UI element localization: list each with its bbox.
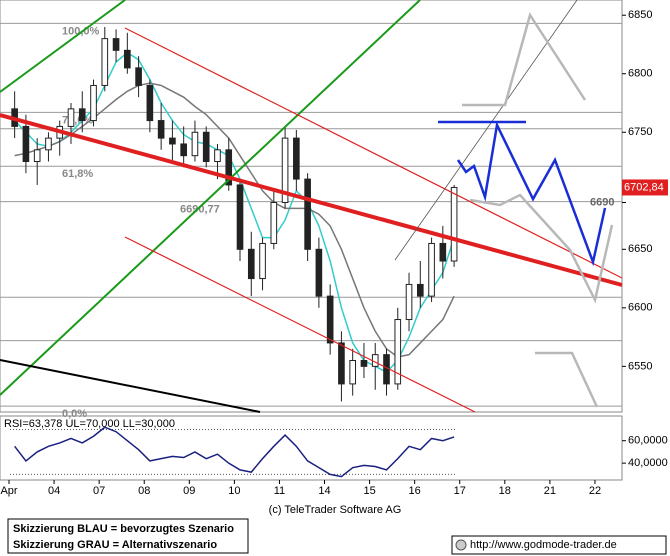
y-tick-label: 6600 [628,302,652,314]
x-tick-label: 16 [409,485,421,497]
candle-body [428,242,435,297]
candle-body [112,38,120,51]
y-tick-label: 6800 [628,68,652,80]
candle-body [22,125,30,163]
candle-body [326,295,334,344]
candle-body [405,283,413,321]
candle-body [394,319,402,385]
candle-body [450,186,458,262]
last-price-label: 6702,84 [624,181,664,193]
copyright: (c) TeleTrader Software AG [269,504,402,516]
trend-line [0,0,126,93]
y-tick-label: 6690 [590,196,614,208]
legend-box [7,518,249,554]
candle-body [439,242,447,262]
x-tick-label: 10 [228,485,240,497]
trend-line [394,0,578,261]
y-tick-label: 60,0000 [628,435,668,447]
candle-body [45,137,52,151]
candle-body [349,360,357,385]
candle-body [169,137,176,145]
rsi-title: RSI=63,378 UL=70,000 LL=30,000 [4,418,175,430]
candle-body [293,137,300,180]
channel-line [124,236,476,413]
level-label: 100,0% [62,25,100,37]
y-tick-label: 6650 [628,243,652,255]
x-tick-label: 14 [318,485,330,497]
candle-body [281,137,289,203]
candle-body [202,131,210,163]
drawings [0,0,623,413]
trend-line [0,359,261,413]
x-tick-label: 04 [48,485,60,497]
candle-body [33,149,41,163]
scenario-gray [535,351,599,408]
candle-body [78,108,86,122]
overlay-line [14,51,455,374]
y-tick-label: 6850 [628,9,652,21]
candle-body [90,84,97,122]
globe-icon [455,539,467,551]
candle-body [180,143,187,157]
last-price-box [622,179,668,196]
x-tick-label: Apr [0,485,17,497]
y-tick-label: 6750 [628,126,652,138]
legend-text: Skizzierung GRAU = Alternativszenario [13,539,217,551]
scenario-blue [456,120,607,267]
x-tick-label: 15 [363,485,375,497]
candle-body [214,149,221,163]
x-tick-label: 08 [138,485,150,497]
x-tick-label: 11 [274,485,285,497]
candle-body [304,178,311,250]
level-label: 6690,77 [180,203,220,215]
y-tick-label: 40,0000 [628,457,668,469]
candle-body [360,360,368,367]
candle-body [124,49,131,69]
candle-body [259,242,266,280]
level-label: 61,8% [62,168,93,180]
channel-line [124,27,623,279]
candle-body [101,38,109,86]
rsi-line [14,426,455,478]
candle-body [416,283,424,297]
candle-body [157,120,165,139]
x-tick-label: 21 [544,485,556,497]
channel-line [0,113,623,287]
rsi-panel [0,415,623,481]
scenario-gray [462,11,587,107]
candle-body [236,184,244,250]
x-tick-label: 17 [454,485,466,497]
overlay-line [14,82,455,358]
x-tick-label: 18 [499,485,511,497]
url-box [451,535,667,555]
candle-body [135,67,142,86]
x-tick-label: 22 [589,485,601,497]
candle-body [315,248,323,297]
legend-text: Skizzierung BLAU = bevorzugtes Szenario [13,523,234,535]
candle-body [270,201,278,244]
scenario-gray [469,193,614,304]
x-tick-label: 09 [183,485,195,497]
candle-body [338,342,345,385]
candle-body [191,131,199,157]
url[interactable]: http://www.godmode-trader.de [470,539,617,551]
y-tick-label: 6550 [628,360,652,372]
candle-body [247,248,255,280]
candle-body [225,149,233,186]
level-label: 0,0% [62,408,87,420]
candle-body [146,84,154,122]
trend-line [0,0,421,396]
x-tick-label: 07 [93,485,105,497]
candle-body [67,108,75,127]
